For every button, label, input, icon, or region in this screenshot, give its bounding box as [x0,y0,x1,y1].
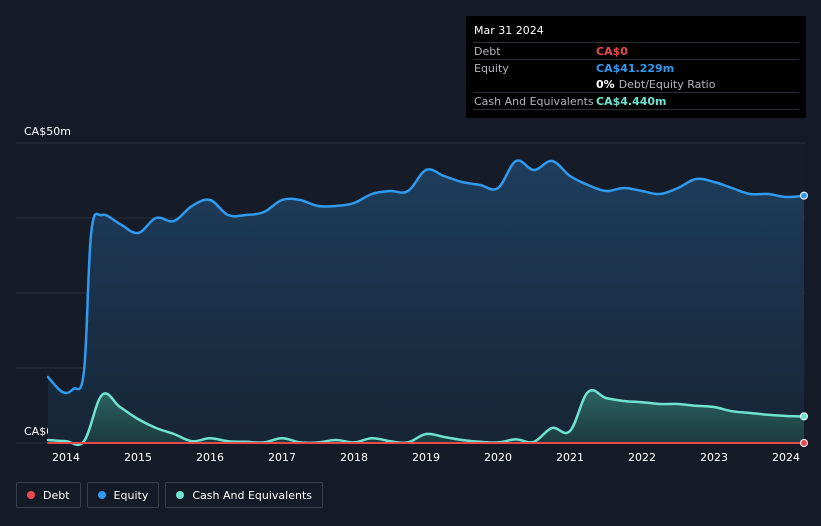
equity-end-marker [800,191,808,200]
series-areas [46,159,806,447]
x-tick-label: 2016 [196,451,224,464]
cash-end-marker [800,412,808,421]
tooltip-ratio-label: Debt/Equity Ratio [618,77,716,91]
legend-debt-label: Debt [43,488,70,502]
legend-item-equity[interactable]: Equity [86,482,160,508]
legend-item-cash[interactable]: Cash And Equivalents [165,482,323,508]
x-tick-label: 2024 [772,451,800,464]
tooltip-cash-value: CA$4.440m [596,94,667,108]
y-axis-bottom-label: CA$0 [24,425,53,438]
equity-area [48,160,804,444]
tooltip-ratio-value: 0% [596,77,615,91]
x-tick-label: 2023 [700,451,728,464]
equity-dot-icon [97,491,106,499]
x-tick-label: 2020 [484,451,512,464]
debt-end-marker [800,439,808,447]
cash-area [48,390,804,445]
x-axis-ticks: 2014 2015 2016 2017 2018 2019 2020 2021 2022 2023… [52,451,800,464]
tooltip-debt-label: Debt [474,44,501,58]
x-tick-label: 2014 [52,451,80,464]
cash-dot-icon [176,491,185,499]
legend-cash-label: Cash And Equivalents [192,488,312,502]
series-end-markers [800,191,808,447]
x-tick-label: 2018 [340,451,368,464]
data-tooltip: Mar 31 2024 Debt CA$0 Equity CA$41.229m … [466,16,806,118]
x-tick-label: 2021 [556,451,584,464]
tooltip-equity-label: Equity [474,61,509,75]
legend-item-debt[interactable]: Debt [16,482,81,508]
tooltip-row-ratio: 0% Debt/Equity Ratio [473,76,799,92]
tooltip-date: Mar 31 2024 [474,24,544,37]
equity-line [46,159,806,395]
tooltip-row-cash: Cash And Equivalents CA$4.440m [473,92,799,110]
x-tick-label: 2015 [124,451,152,464]
x-tick-label: 2022 [628,451,656,464]
tooltip-debt-value: CA$0 [596,44,628,58]
cash-line [46,388,806,447]
x-tick-label: 2017 [268,451,296,464]
legend-equity-label: Equity [113,488,149,502]
chart-legend: Debt Equity Cash And Equivalents [16,482,323,508]
y-axis-top-label: CA$50m [24,125,71,138]
tooltip-row-debt: Debt CA$0 [473,42,799,59]
tooltip-cash-label: Cash And Equivalents [474,94,594,108]
tooltip-row-equity: Equity CA$41.229m [473,59,799,76]
debt-dot-icon [27,491,35,499]
x-tick-label: 2019 [412,451,440,464]
tooltip-equity-value: CA$41.229m [596,61,675,75]
